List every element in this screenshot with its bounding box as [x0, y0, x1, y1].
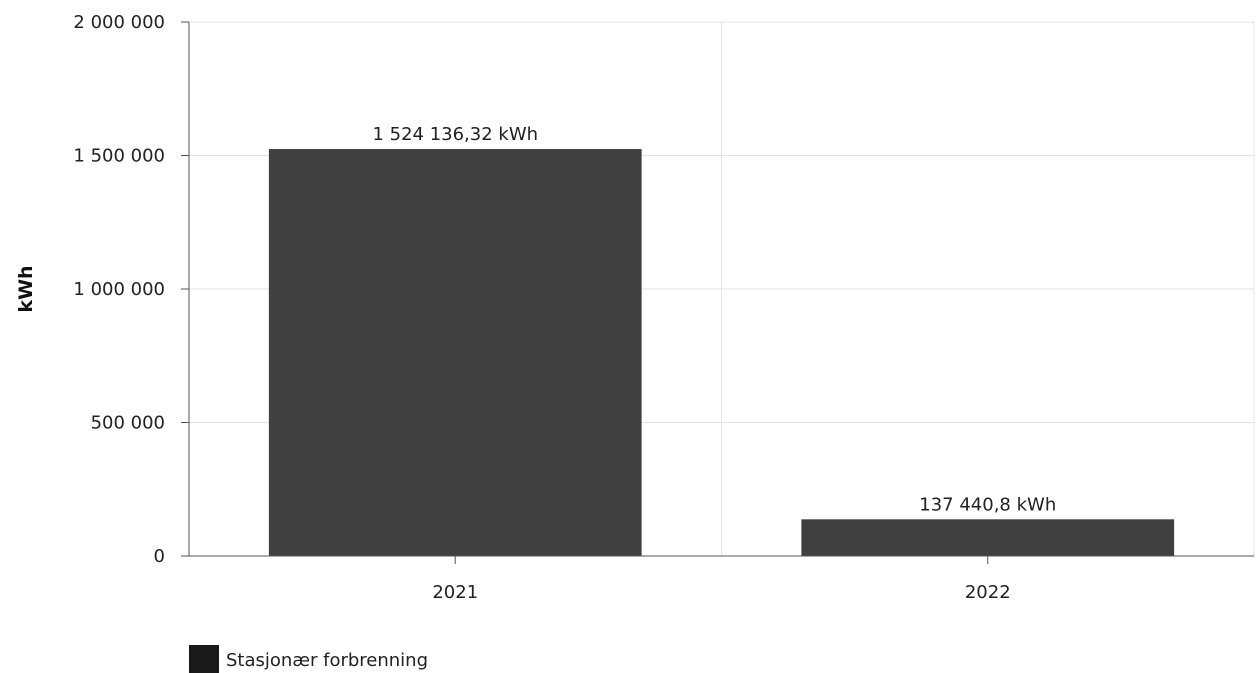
bar-layer [268, 149, 1175, 556]
y-tick-label: 500 000 [91, 413, 165, 434]
y-tick-label: 1 000 000 [73, 279, 165, 300]
label-layer: 0 500 000 1 000 000 1 500 000 2 000 000 1 524… [73, 12, 1056, 603]
legend-swatch-stasjonaer-forbrenning [189, 645, 219, 673]
x-tick-label-2021: 2021 [432, 582, 478, 603]
bar-2021[interactable] [268, 149, 642, 556]
data-label-2022: 137 440,8 kWh [919, 494, 1056, 515]
axis-layer [181, 21, 1254, 564]
y-tick-label: 2 000 000 [73, 12, 165, 33]
data-label-2021: 1 524 136,32 kWh [372, 124, 538, 145]
x-tick-label-2022: 2022 [965, 582, 1011, 603]
legend-label-stasjonaer-forbrenning: Stasjonær forbrenning [226, 649, 429, 671]
y-tick-label: 1 500 000 [73, 146, 165, 167]
bar-2022[interactable] [801, 519, 1175, 556]
y-tick-label: 0 [154, 546, 165, 567]
legend[interactable]: Stasjonær forbrenning [189, 645, 428, 673]
y-axis-title: kWh [15, 265, 37, 312]
